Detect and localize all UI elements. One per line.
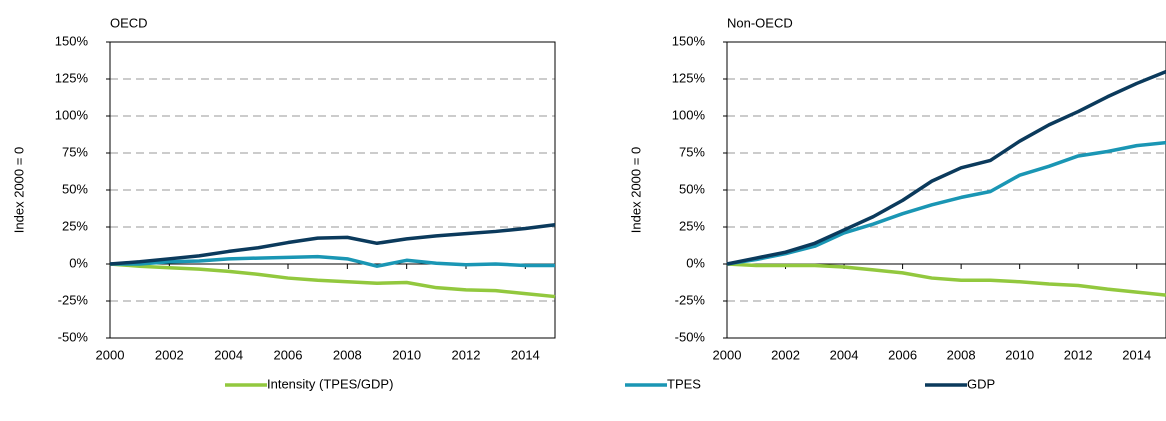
series-line [726,69,1166,266]
y-tick-label: 75% [62,144,88,159]
x-tick-label: 2008 [333,347,362,362]
x-tick-label: 2008 [947,347,976,362]
x-tick-label: 2012 [1064,347,1093,362]
x-tick-label: 2010 [392,347,421,362]
y-tick-label: 100% [55,107,89,122]
series-line [109,223,556,266]
y-tick-label: 125% [55,70,89,85]
y-tick-label: 150% [672,33,706,48]
x-tick-label: 2006 [274,347,303,362]
y-tick-label: 0% [686,255,705,270]
y-tick-label: 50% [679,181,705,196]
series-line [726,262,1166,297]
legend-label: GDP [967,376,995,391]
y-tick-label: 25% [679,218,705,233]
x-tick-label: 2014 [1122,347,1151,362]
y-tick-label: -50% [675,329,706,344]
x-tick-label: 2010 [1005,347,1034,362]
chart-title: OECD [110,15,148,30]
y-tick-label: 25% [62,218,88,233]
x-tick-label: 2004 [830,347,859,362]
x-tick-label: 2014 [511,347,540,362]
series-line [726,140,1166,266]
y-tick-label: 150% [55,33,89,48]
y-tick-label: -50% [58,329,89,344]
plot-frame [726,41,1166,339]
legend-label: Intensity (TPES/GDP) [267,376,393,391]
y-tick-label: -25% [675,292,706,307]
x-tick-label: 2006 [888,347,917,362]
y-tick-label: -25% [58,292,89,307]
series-line [110,254,555,268]
y-tick-label: 100% [672,107,706,122]
y-axis-label: Index 2000 = 0 [628,147,643,233]
y-tick-label: 50% [62,181,88,196]
x-tick-label: 2002 [155,347,184,362]
x-tick-label: 2000 [713,347,742,362]
legend-label: TPES [667,376,701,391]
y-axis-label: Index 2000 = 0 [11,147,26,233]
y-tick-label: 0% [69,255,88,270]
chart-title: Non-OECD [727,15,793,30]
x-tick-label: 2012 [452,347,481,362]
y-tick-label: 125% [672,70,706,85]
x-tick-label: 2004 [214,347,243,362]
plot-frame [109,41,556,339]
y-tick-label: 75% [679,144,705,159]
x-tick-label: 2000 [96,347,125,362]
series-line [109,262,556,299]
x-tick-label: 2002 [771,347,800,362]
